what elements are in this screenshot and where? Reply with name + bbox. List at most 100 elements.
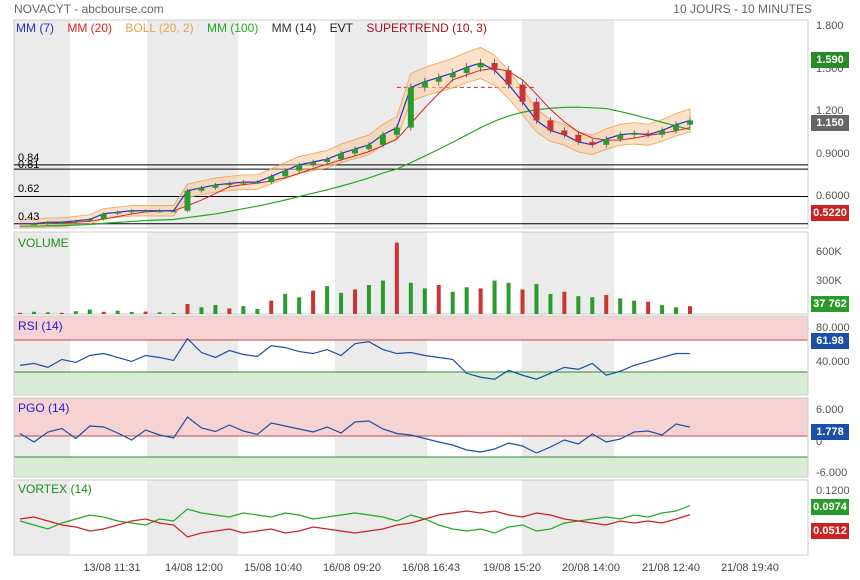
volume-bar	[646, 301, 651, 314]
volume-panel-label: VOLUME	[18, 236, 69, 250]
vortex-plus-tag: 0.0974	[811, 499, 849, 515]
panel-frame	[13, 315, 809, 396]
x-tick-label: 13/08 11:31	[83, 562, 141, 574]
volume-bar	[297, 297, 302, 314]
last-price-tag: 1.150	[811, 115, 849, 131]
pgo-upper-zone	[14, 398, 808, 436]
x-tick-label: 14/08 12:00	[164, 562, 224, 574]
volume-bar	[59, 312, 64, 314]
vortex-tick: 0.1200	[816, 485, 850, 497]
volume-bar	[171, 312, 176, 314]
volume-tag: 37 762	[811, 296, 849, 312]
volume-bar	[129, 311, 134, 314]
level-label-4: 0.43	[18, 211, 40, 223]
level-label-3: 0.62	[18, 183, 40, 195]
volume-bar	[227, 308, 232, 314]
pgo-panel-label: PGO (14)	[18, 401, 70, 415]
volume-bar	[101, 311, 106, 314]
candle-body	[296, 164, 303, 171]
rsi-overbought-zone	[14, 316, 808, 340]
legend-boll[interactable]: BOLL (20, 2)	[125, 21, 194, 35]
volume-bar	[45, 312, 50, 314]
candle-body	[645, 133, 652, 135]
volume-bar	[520, 289, 525, 314]
rsi-panel-label: RSI (14)	[18, 319, 63, 333]
candle-body	[491, 63, 498, 71]
chart-period[interactable]: 10 JOURS - 10 MINUTES	[673, 2, 812, 16]
volume-bar	[674, 307, 679, 314]
candle-body	[421, 81, 428, 88]
candle-body	[533, 101, 540, 121]
volume-bar	[534, 283, 539, 314]
rsi-line	[19, 337, 691, 380]
volume-bar	[478, 288, 483, 314]
indicator-legend: MM (7) MM (20) BOLL (20, 2) MM (100) MM …	[16, 21, 497, 35]
candle-body	[631, 133, 638, 135]
volume-bar	[408, 282, 413, 314]
candle-body	[72, 220, 79, 223]
candle-body	[198, 187, 205, 191]
volume-bar	[366, 285, 371, 314]
volume-bar	[464, 287, 469, 314]
legend-mm7[interactable]: MM (7)	[16, 21, 54, 35]
rsi-tick: 40.000	[816, 356, 850, 368]
legend-mm14[interactable]: MM (14)	[271, 21, 317, 35]
candle-body	[379, 134, 386, 145]
legend-evt[interactable]: EVT	[329, 21, 354, 35]
candle-body	[240, 182, 247, 184]
legend-supertrend[interactable]: SUPERTREND (10, 3)	[366, 21, 487, 35]
candle-body	[212, 184, 219, 188]
pgo-line	[19, 416, 691, 454]
panel-frame	[13, 397, 809, 478]
price-tick: 1.800	[816, 20, 844, 32]
session-shading	[147, 480, 238, 555]
candle-body	[505, 70, 512, 85]
volume-bar	[31, 311, 36, 314]
price-tick: 1.200	[816, 105, 844, 117]
candle-body	[184, 190, 191, 211]
volume-bar	[255, 308, 260, 314]
x-tick-label: 19/08 15:20	[482, 562, 542, 574]
candle-body	[100, 213, 107, 220]
volume-bar	[576, 296, 581, 314]
x-tick-label: 21/08 19:40	[720, 562, 780, 574]
candle-body	[170, 210, 177, 213]
legend-mm20[interactable]: MM (20)	[67, 21, 113, 35]
candle-body	[254, 182, 261, 184]
pgo-lower-zone	[14, 457, 808, 477]
volume-bar	[73, 311, 78, 314]
last-low-tag: 0.5220	[811, 205, 849, 221]
panel-frame	[13, 479, 809, 556]
candle-body	[128, 210, 135, 213]
candle-body	[659, 130, 666, 135]
volume-bar	[604, 295, 609, 314]
volume-bar	[548, 293, 553, 314]
volume-bar	[618, 298, 623, 314]
pgo-tick: -6.000	[816, 467, 848, 479]
volume-bar	[394, 242, 399, 314]
volume-bar	[422, 288, 427, 314]
volume-bar	[339, 292, 344, 314]
volume-bar	[213, 305, 218, 314]
candle-body	[561, 130, 568, 135]
session-shading	[14, 20, 70, 228]
candle-body	[44, 222, 51, 224]
volume-bar	[590, 297, 595, 314]
volume-bar	[353, 289, 357, 314]
candle-body	[156, 210, 163, 213]
volume-bar	[688, 306, 692, 314]
legend-mm100[interactable]: MM (100)	[206, 21, 259, 35]
candle-body	[463, 67, 470, 74]
panel-frame	[13, 19, 809, 229]
volume-bar	[185, 303, 190, 314]
mm100-line	[20, 106, 691, 227]
candle-body	[477, 63, 484, 68]
candle-body	[673, 124, 680, 131]
volume-bar	[18, 312, 22, 314]
volume-bar	[199, 307, 204, 314]
volume-bar	[87, 309, 92, 314]
volume-bar	[632, 300, 637, 314]
candle-body	[268, 176, 275, 183]
last-high-tag: 1.590	[811, 52, 849, 68]
